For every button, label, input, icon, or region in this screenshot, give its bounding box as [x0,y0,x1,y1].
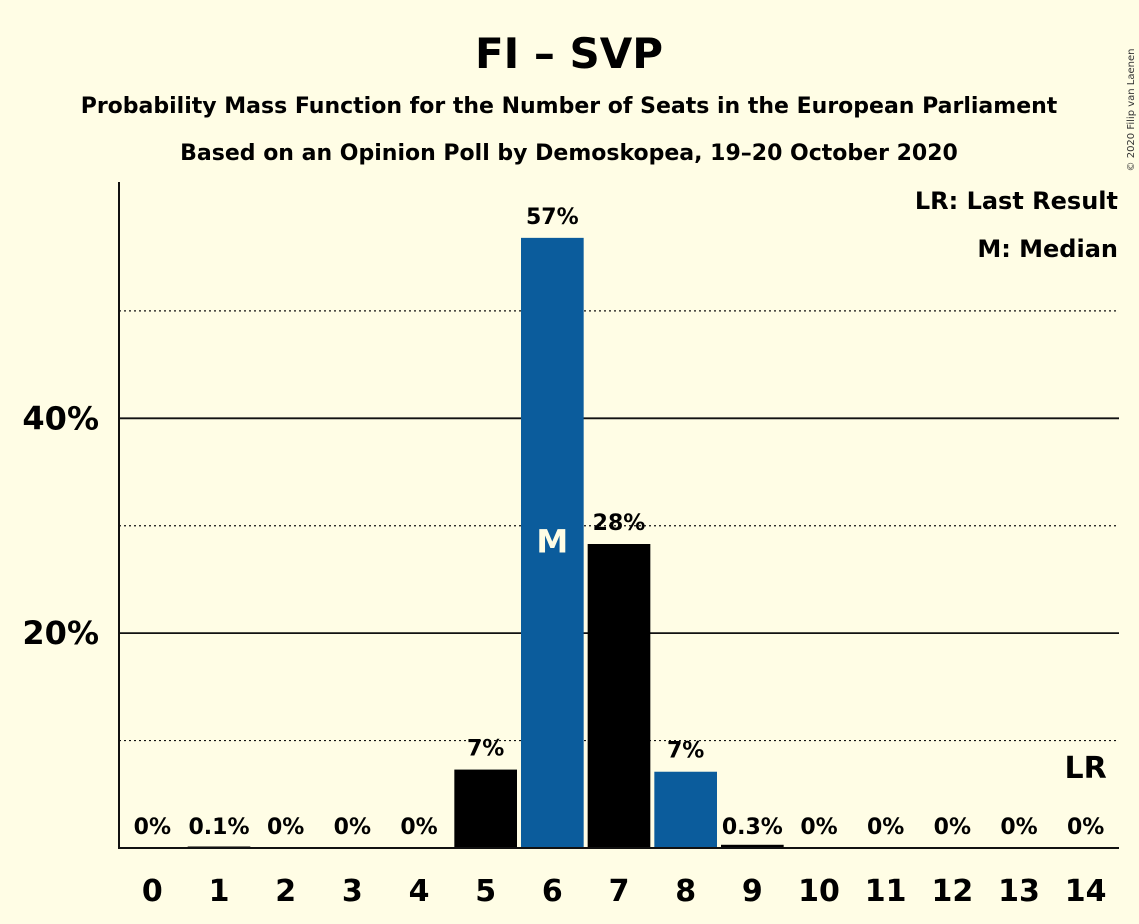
x-tick-label: 7 [609,874,630,909]
x-tick-label: 4 [409,874,430,909]
y-axis-tick-labels: 20% 40% [22,399,99,652]
bar [587,544,651,848]
bars [187,237,784,849]
copyright-notice: © 2020 Filip van Laenen [1126,49,1137,172]
x-tick-label: 8 [675,874,696,909]
legend-last-result: LR: Last Result [915,187,1118,215]
bar-value-label: 0% [1000,815,1037,840]
x-tick-label: 1 [209,874,230,909]
bar-value-labels: 0% 0.1% 0% 0% 0% 7% 57% 28% 7% 0.3% 0% 0% 0% 0% 0% [134,205,1105,840]
bar-value-label: 7% [467,737,504,762]
y-tick-label: 40% [22,399,99,437]
x-tick-label: 3 [342,874,363,909]
x-tick-label: 10 [798,874,840,909]
median-marker: M [536,523,568,561]
last-result-marker: LR [1065,751,1107,786]
x-tick-label: 9 [742,874,763,909]
bar-value-label: 0.1% [188,815,249,840]
x-tick-label: 5 [475,874,496,909]
bar-value-label: 57% [526,205,579,230]
bar-value-label: 0% [267,815,304,840]
bar-value-label: 0% [400,815,437,840]
x-tick-label: 14 [1065,874,1107,909]
x-tick-label: 13 [998,874,1040,909]
bar-value-label: 0.3% [722,815,783,840]
bar-value-label: 0% [1067,815,1104,840]
legend-median: M: Median [977,235,1118,263]
x-axis-tick-labels: 0 1 2 3 4 5 6 7 8 9 10 11 12 13 14 [142,874,1107,909]
x-tick-label: 12 [931,874,973,909]
bar [454,769,517,848]
bar-value-label: 0% [334,815,371,840]
chart-title: FI – SVP [475,29,663,78]
bar-value-label: 0% [800,815,837,840]
bar-value-label: 0% [934,815,971,840]
y-tick-label: 20% [22,614,99,652]
x-tick-label: 11 [865,874,907,909]
bar [721,844,784,848]
bar-value-label: 28% [593,511,646,536]
chart-subtitle-line-1: Probability Mass Function for the Number… [81,94,1058,119]
x-tick-label: 6 [542,874,563,909]
bar-value-label: 0% [867,815,904,840]
bar [654,771,717,848]
chart-markers: M LR [536,523,1106,786]
x-tick-label: 2 [275,874,296,909]
bar-value-label: 7% [667,739,704,764]
bar-value-label: 0% [134,815,171,840]
chart-subtitle-line-2: Based on an Opinion Poll by Demoskopea, … [180,141,958,166]
x-tick-label: 0 [142,874,163,909]
bar [521,237,584,849]
